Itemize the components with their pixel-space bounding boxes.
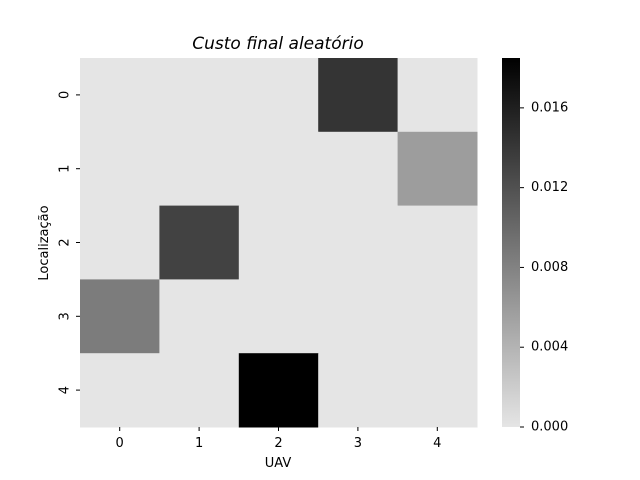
heatmap-cell <box>159 279 240 354</box>
x-tick-label: 3 <box>354 436 362 451</box>
heatmap-cell <box>238 58 319 133</box>
heatmap-grid <box>80 58 478 428</box>
colorbar-axis: 0.000 0.004 0.008 0.012 0.016 <box>520 100 568 435</box>
heatmap-cell <box>80 353 160 428</box>
x-axis: 0 1 2 3 4 <box>116 427 441 451</box>
heatmap-cell <box>159 58 240 133</box>
x-axis-label: UAV <box>265 456 292 471</box>
heatmap-cell <box>238 353 319 428</box>
heatmap-cell <box>159 205 240 280</box>
heatmap-cell <box>318 279 399 354</box>
heatmap-cell <box>318 131 399 207</box>
heatmap-cell <box>238 205 319 280</box>
heatmap-cell <box>159 131 240 207</box>
x-tick-label: 4 <box>433 436 441 451</box>
heatmap-cell <box>80 58 160 133</box>
colorbar-tick-label: 0.008 <box>531 260 568 275</box>
x-tick-label: 1 <box>195 436 203 451</box>
heatmap-cell <box>159 353 240 428</box>
heatmap-cell <box>80 205 160 280</box>
heatmap-cell <box>238 131 319 207</box>
heatmap-cell <box>238 279 319 354</box>
y-tick-label: 2 <box>58 238 73 246</box>
colorbar-tick-label: 0.004 <box>531 340 568 355</box>
y-axis: 0 1 2 3 4 <box>58 91 80 394</box>
chart-title: Custo final aleatório <box>192 34 363 54</box>
heatmap-cell <box>397 131 478 207</box>
heatmap-cell <box>397 279 478 354</box>
heatmap-cell <box>318 58 399 133</box>
colorbar-tick-label: 0.012 <box>531 180 568 195</box>
y-tick-label: 0 <box>58 91 73 99</box>
heatmap-cell <box>80 131 160 207</box>
colorbar-tick-label: 0.000 <box>531 420 568 435</box>
heatmap-cell <box>318 205 399 280</box>
colorbar-tick-label: 0.016 <box>531 100 568 115</box>
heatmap-cell <box>397 205 478 280</box>
y-tick-label: 4 <box>58 386 73 394</box>
heatmap-cell <box>397 353 478 428</box>
heatmap-cell <box>397 58 478 133</box>
y-axis-label: Localização <box>37 205 52 280</box>
colorbar <box>502 58 520 427</box>
y-tick-label: 3 <box>58 312 73 320</box>
heatmap-cell <box>80 279 160 354</box>
x-tick-label: 0 <box>116 436 124 451</box>
y-tick-label: 1 <box>58 165 73 173</box>
heatmap-cell <box>318 353 399 428</box>
x-tick-label: 2 <box>274 436 282 451</box>
